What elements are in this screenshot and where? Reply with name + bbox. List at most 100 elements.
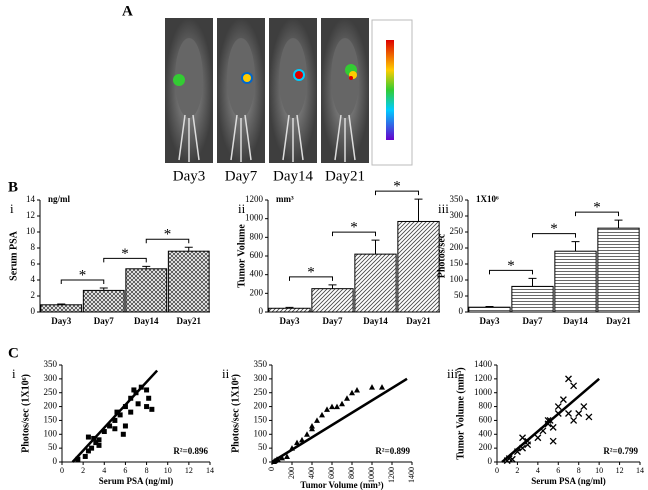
error-bar (414, 198, 423, 222)
mouse-body (279, 38, 307, 118)
point (304, 431, 310, 437)
bar (354, 253, 397, 313)
error-bar (528, 277, 537, 287)
point (379, 384, 385, 390)
x-tick-label: Day14 (563, 316, 588, 326)
y-tick-label: 600 (479, 414, 493, 424)
x-tick-label: 12 (616, 466, 624, 475)
bar (311, 288, 354, 313)
significance-bracket (489, 269, 533, 275)
point (554, 403, 562, 411)
error-bar (571, 241, 580, 252)
y-tick-label: 200 (44, 401, 58, 411)
point (309, 425, 315, 432)
significance-label: * (121, 246, 129, 262)
x-axis-label: Serum PSA (ng/ml) (99, 476, 174, 486)
point (96, 442, 102, 448)
bar (397, 220, 440, 313)
point (149, 406, 155, 412)
x-tick-label: Day7 (523, 316, 543, 326)
error-bar (285, 306, 294, 309)
y-tick-label: 300 (254, 373, 268, 383)
r-squared: R²=0.896 (173, 446, 208, 456)
bar (40, 304, 83, 313)
point (131, 387, 137, 393)
y-tick-label: 200 (250, 287, 264, 297)
unit-label: mm³ (276, 194, 294, 204)
point (519, 434, 526, 442)
y-axis-label: Serum PSA (8, 230, 19, 281)
y-tick-label: 400 (479, 428, 493, 438)
y-tick-label: 1200 (474, 373, 493, 383)
point (146, 395, 152, 401)
y-tick-label: 1200 (245, 194, 264, 204)
x-tick-label: 2 (515, 466, 519, 475)
point (349, 389, 355, 396)
point (565, 410, 572, 417)
y-tick-label: 0 (459, 306, 464, 316)
point (144, 387, 150, 393)
point (549, 423, 557, 431)
x-tick-label: 400 (307, 467, 316, 479)
y-tick-label: 1000 (245, 213, 264, 223)
y-tick-label: 250 (44, 387, 58, 397)
y-axis-label: Photos/sec (1X10⁶) (20, 374, 31, 453)
y-tick-label: 200 (254, 401, 268, 411)
point (314, 417, 320, 423)
point (559, 396, 567, 404)
point (508, 455, 516, 463)
point (324, 406, 330, 412)
y-tick-label: 300 (44, 373, 58, 383)
significance-bracket (375, 190, 419, 196)
y-tick-label: 350 (450, 194, 464, 204)
point (117, 412, 123, 418)
x-tick-label: 4 (536, 466, 540, 475)
significance-label: * (307, 264, 315, 280)
y-tick-label: 100 (254, 428, 268, 438)
point (549, 437, 557, 445)
y-tick-label: 8 (31, 242, 36, 252)
imaging-panel (165, 18, 369, 163)
error-bar (184, 246, 193, 252)
point (570, 382, 578, 390)
bar (597, 227, 640, 313)
y-tick-label: 2 (31, 290, 36, 300)
bar (511, 285, 554, 313)
point (107, 423, 113, 429)
point (112, 417, 118, 423)
y-tick-label: 100 (44, 428, 58, 438)
panel-number: ii (222, 366, 230, 381)
point (580, 403, 588, 411)
bar (468, 306, 511, 313)
x-tick-label: 800 (347, 467, 356, 479)
mouse-tail (230, 114, 252, 162)
x-tick-label: 14 (636, 466, 644, 475)
mouse-body (331, 38, 359, 118)
panel-label: C (8, 345, 19, 361)
panel-number: iii (438, 201, 449, 216)
point (585, 413, 593, 421)
bar (82, 289, 125, 313)
image-caption: Day3 (173, 168, 206, 184)
signal-spot (173, 74, 185, 86)
y-axis-label: Photos/sec (436, 233, 447, 278)
significance-bracket (60, 279, 105, 284)
x-tick-label: Day21 (406, 316, 431, 326)
x-tick-label: 0 (60, 466, 64, 475)
significance-bracket (332, 231, 376, 237)
bar (125, 268, 168, 313)
x-tick-label: 10 (595, 466, 603, 475)
panel-label: A (122, 3, 133, 19)
signal-spot (295, 71, 303, 79)
point (319, 411, 325, 418)
point (122, 423, 128, 429)
point (89, 445, 95, 451)
significance-bracket (289, 276, 333, 281)
x-tick-label: Day3 (51, 316, 71, 326)
x-tick-label: 1200 (387, 467, 396, 483)
y-axis-label: Tumor Volume (mm³) (455, 367, 466, 459)
y-tick-label: 50 (258, 442, 268, 452)
y-tick-label: 1000 (474, 387, 493, 397)
significance-label: * (507, 258, 515, 274)
